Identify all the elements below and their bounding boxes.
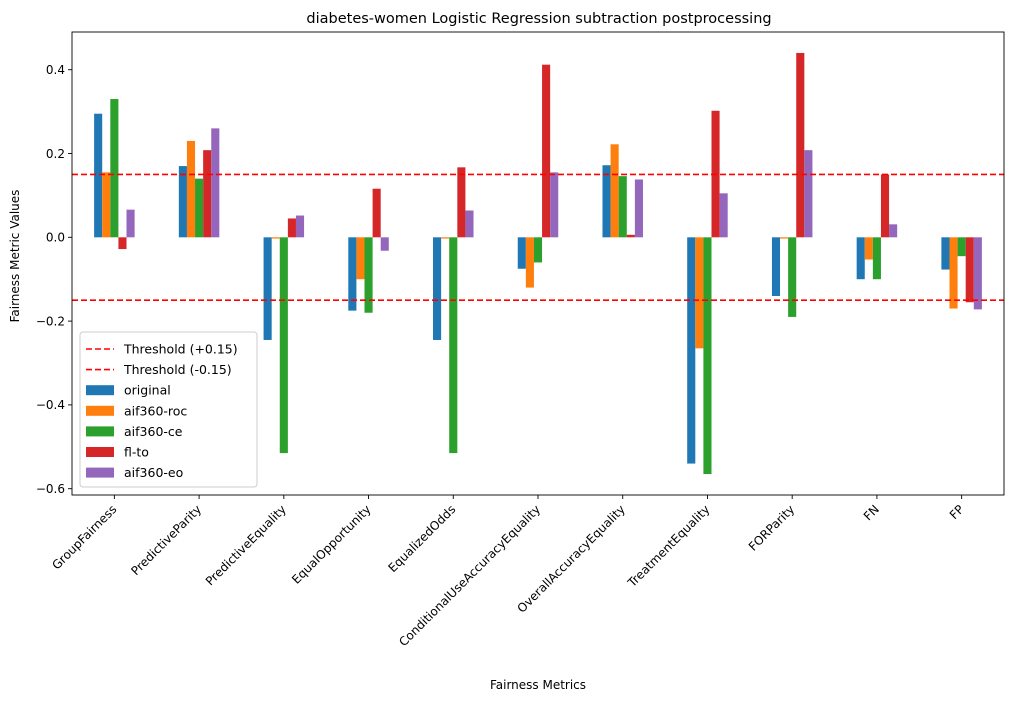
x-tick-label: ConditionalUseAccuracyEquality (396, 502, 543, 649)
bar-aif360-roc-GroupFairness (102, 172, 111, 238)
legend-swatch-original (86, 385, 114, 396)
bar-fl-to-FN (880, 174, 890, 238)
bar-aif360-eo-EqualOpportunity (380, 237, 389, 251)
bar-aif360-eo-OverallAccuracyEquality (634, 179, 643, 238)
bar-aif360-ce-PredictiveEquality (279, 237, 288, 454)
chart-title: diabetes-women Logistic Regression subtr… (306, 11, 771, 27)
bar-aif360-eo-ConditionalUseAccuracyEquality (550, 172, 559, 238)
legend-label-original: original (124, 383, 171, 398)
bar-original-GroupFairness (94, 113, 103, 238)
bar-fl-to-FORParity (796, 52, 805, 238)
legend-swatch-aif360-eo (86, 467, 114, 478)
x-tick-label: EqualizedOdds (386, 502, 459, 575)
x-tick-label: GroupFairness (49, 502, 119, 572)
bar-original-FORParity (771, 237, 781, 296)
bar-fl-to-ConditionalUseAccuracyEquality (542, 64, 551, 238)
y-tick-label: 0.2 (46, 147, 65, 161)
y-tick-label: −0.6 (36, 482, 65, 496)
y-tick-label: −0.2 (36, 314, 65, 328)
bar-aif360-ce-GroupFairness (110, 99, 119, 238)
bar-aif360-roc-PredictiveParity (186, 140, 196, 238)
bar-aif360-eo-FP (973, 237, 982, 310)
bar-original-EqualizedOdds (433, 237, 442, 340)
x-tick-label: PredictiveEquality (203, 502, 289, 588)
bar-original-PredictiveEquality (263, 237, 272, 340)
bar-aif360-eo-PredictiveEquality (295, 215, 305, 238)
legend-box (79, 331, 258, 488)
bar-original-TreatmentEquality (687, 237, 696, 464)
bar-aif360-ce-EqualizedOdds (449, 237, 458, 454)
bar-aif360-ce-EqualOpportunity (364, 237, 373, 313)
bar-aif360-roc-FORParity (780, 237, 789, 239)
bar-original-EqualOpportunity (348, 237, 357, 311)
x-tick-label: FORParity (746, 502, 797, 553)
y-axis: −0.6 −0.4 −0.2 0.0 0.2 0.4 (36, 63, 72, 496)
x-tick-label: TreatmentEquality (624, 502, 712, 590)
bar-fl-to-PredictiveEquality (287, 218, 296, 238)
legend-swatch-aif360-ce (86, 426, 114, 437)
legend-label-fl-to: fl-to (124, 445, 149, 460)
bar-aif360-roc-FP (949, 237, 958, 309)
bar-fl-to-GroupFairness (118, 237, 127, 250)
bar-aif360-roc-FN (864, 237, 873, 260)
bar-aif360-ce-FN (872, 237, 881, 280)
bar-fl-to-EqualizedOdds (457, 167, 466, 238)
bar-aif360-eo-GroupFairness (126, 209, 135, 238)
y-tick-label: 0.0 (46, 231, 65, 245)
bar-aif360-eo-FN (889, 224, 898, 238)
bar-aif360-roc-TreatmentEquality (695, 237, 704, 349)
legend: Threshold (+0.15) Threshold (-0.15) origin… (79, 331, 258, 488)
legend-threshold-label: Threshold (-0.15) (123, 362, 232, 377)
x-axis-title: Fairness Metrics (490, 678, 586, 692)
bar-aif360-eo-EqualizedOdds (465, 210, 474, 238)
bar-aif360-ce-TreatmentEquality (703, 237, 712, 475)
x-tick-label: FN (861, 502, 882, 523)
bar-original-PredictiveParity (178, 166, 187, 238)
legend-label-aif360-eo: aif360-eo (124, 465, 183, 480)
x-axis: GroupFairness PredictiveParityPredictiveE… (49, 495, 967, 649)
y-axis-title: Fairness Metric Values (8, 190, 22, 323)
bar-aif360-ce-FORParity (788, 237, 797, 317)
bar-aif360-eo-PredictiveParity (211, 128, 220, 238)
legend-swatch-aif360-roc (86, 405, 114, 416)
bar-original-FP (941, 237, 950, 270)
bar-aif360-ce-PredictiveParity (195, 178, 204, 238)
bar-aif360-eo-TreatmentEquality (719, 193, 728, 238)
bar-original-FN (856, 237, 865, 280)
y-tick-label: 0.4 (46, 63, 65, 77)
legend-label-aif360-ce: aif360-ce (124, 424, 183, 439)
bar-original-OverallAccuracyEquality (602, 165, 611, 238)
bar-fl-to-FP (965, 237, 974, 303)
bar-aif360-roc-EqualOpportunity (356, 237, 365, 280)
bar-fl-to-EqualOpportunity (372, 188, 381, 238)
bar-aif360-roc-ConditionalUseAccuracyEquality (525, 237, 534, 288)
legend-swatch-fl-to (86, 447, 114, 457)
bar-aif360-eo-FORParity (804, 150, 813, 238)
x-tick-label: FP (947, 502, 967, 522)
bar-aif360-ce-OverallAccuracyEquality (618, 176, 627, 238)
bar-original-ConditionalUseAccuracyEquality (517, 237, 526, 269)
bar-aif360-ce-FP (957, 237, 966, 257)
bar-aif360-roc-EqualizedOdds (441, 237, 450, 239)
y-tick-label: −0.4 (36, 398, 65, 412)
legend-label-aif360-roc: aif360-roc (124, 403, 187, 418)
x-tick-label: EqualOpportunity (289, 502, 374, 587)
bar-fl-to-PredictiveParity (203, 150, 212, 238)
bar-aif360-roc-PredictiveEquality (271, 237, 280, 239)
legend-threshold-label: Threshold (+0.15) (123, 342, 238, 357)
x-tick-label: PredictiveParity (128, 502, 204, 578)
bar-aif360-roc-OverallAccuracyEquality (610, 144, 619, 238)
bar-aif360-ce-ConditionalUseAccuracyEquality (533, 237, 543, 263)
threshold-lines (72, 173, 1004, 301)
bar-fl-to-OverallAccuracyEquality (626, 234, 635, 238)
